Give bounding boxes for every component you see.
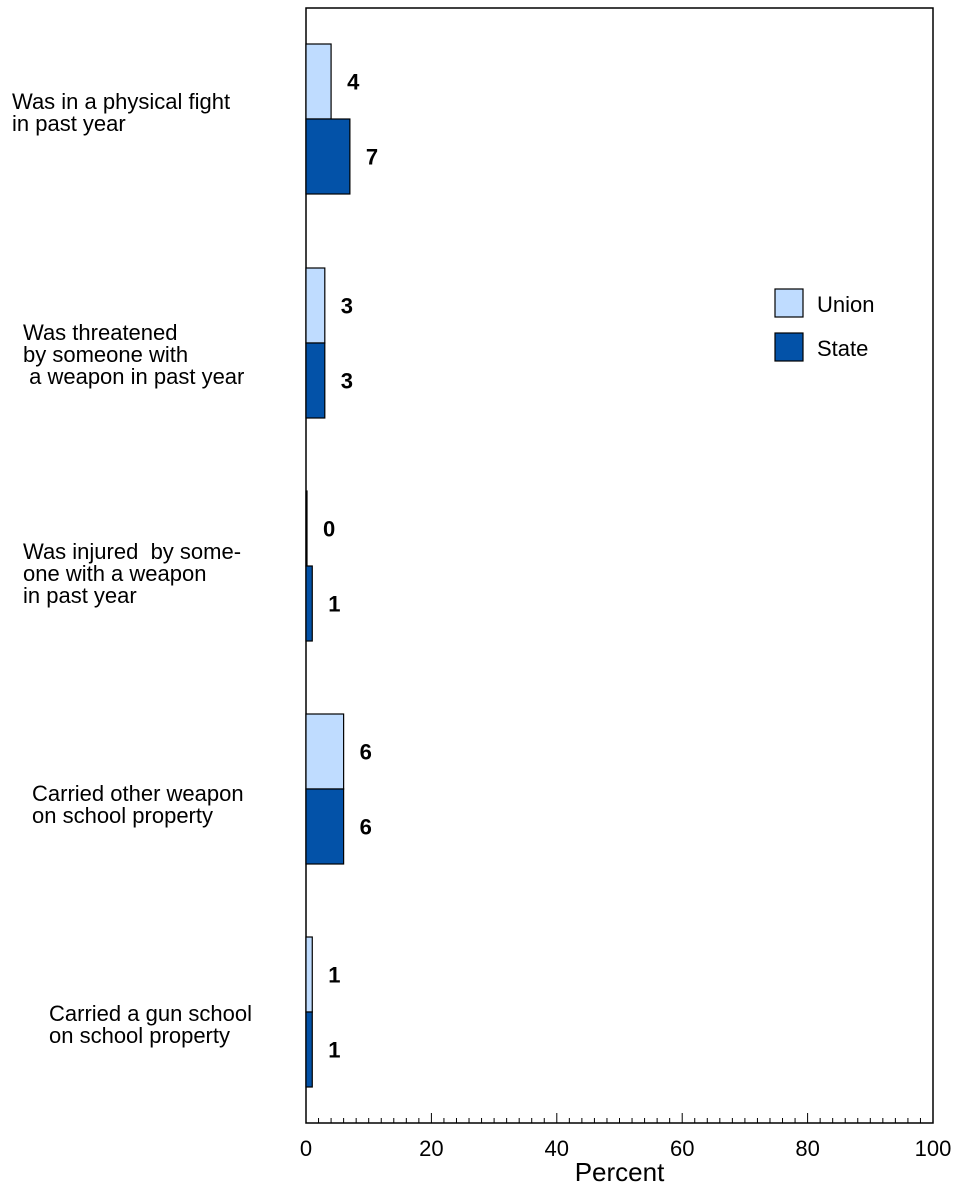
category-label: Was threatened by someone with a weapon i…: [23, 322, 244, 388]
category-label: Was injured by some-one with a weapon in …: [23, 541, 241, 607]
category-label: Carried other weapon on school property: [32, 783, 244, 827]
category-label-line: one with a weapon: [23, 561, 207, 586]
category-label-line: in past year: [12, 111, 126, 136]
x-tick-label: 60: [670, 1136, 694, 1161]
x-tick-label: 80: [795, 1136, 819, 1161]
data-label: 6: [360, 740, 372, 765]
bar-union: [305, 490, 308, 567]
category-label-line: on school property: [32, 803, 213, 828]
category-label-line: Carried a gun school: [49, 1001, 253, 1026]
legend-label-state: State: [817, 336, 868, 361]
data-label: 1: [328, 963, 340, 988]
bar-union: [305, 43, 332, 120]
data-label: 1: [328, 592, 340, 617]
category-label-line: a weapon in past year: [23, 364, 245, 389]
x-tick-label: 40: [545, 1136, 569, 1161]
data-label: 1: [328, 1038, 340, 1063]
x-tick-label: 0: [300, 1136, 312, 1161]
bar-union: [305, 267, 326, 344]
bar-union: [305, 713, 345, 790]
bar-union: [305, 936, 313, 1013]
legend-swatch-union: [774, 288, 804, 318]
data-label: 6: [360, 815, 372, 840]
bar-state: [305, 118, 351, 195]
bar-state: [305, 565, 313, 642]
category-label-line: in past year: [23, 583, 137, 608]
data-label: 3: [341, 294, 353, 319]
bar-state: [305, 788, 345, 865]
category-label: Carried a gun school on school property: [49, 1003, 252, 1047]
x-axis-label: Percent: [575, 1157, 665, 1187]
bar-state: [305, 1011, 313, 1088]
category-label-line: Was in a physical fight: [12, 89, 231, 114]
category-label: Was in a physical fight in past year: [12, 91, 230, 135]
legend-swatch-state: [774, 332, 804, 362]
legend-label-union: Union: [817, 292, 874, 317]
x-tick-label: 20: [419, 1136, 443, 1161]
data-label: 3: [341, 369, 353, 394]
category-label-line: by someone with: [23, 342, 189, 367]
plot-frame: [305, 7, 934, 1124]
category-label-line: Carried other weapon: [32, 781, 244, 806]
category-label-line: on school property: [49, 1023, 230, 1048]
data-label: 7: [366, 145, 378, 170]
category-label-line: Was threatened: [23, 320, 178, 345]
category-label-line: Was injured by some-: [23, 539, 242, 564]
x-tick-label: 100: [915, 1136, 952, 1161]
data-label: 4: [347, 70, 360, 95]
data-label: 0: [323, 517, 335, 542]
bar-state: [305, 342, 326, 419]
